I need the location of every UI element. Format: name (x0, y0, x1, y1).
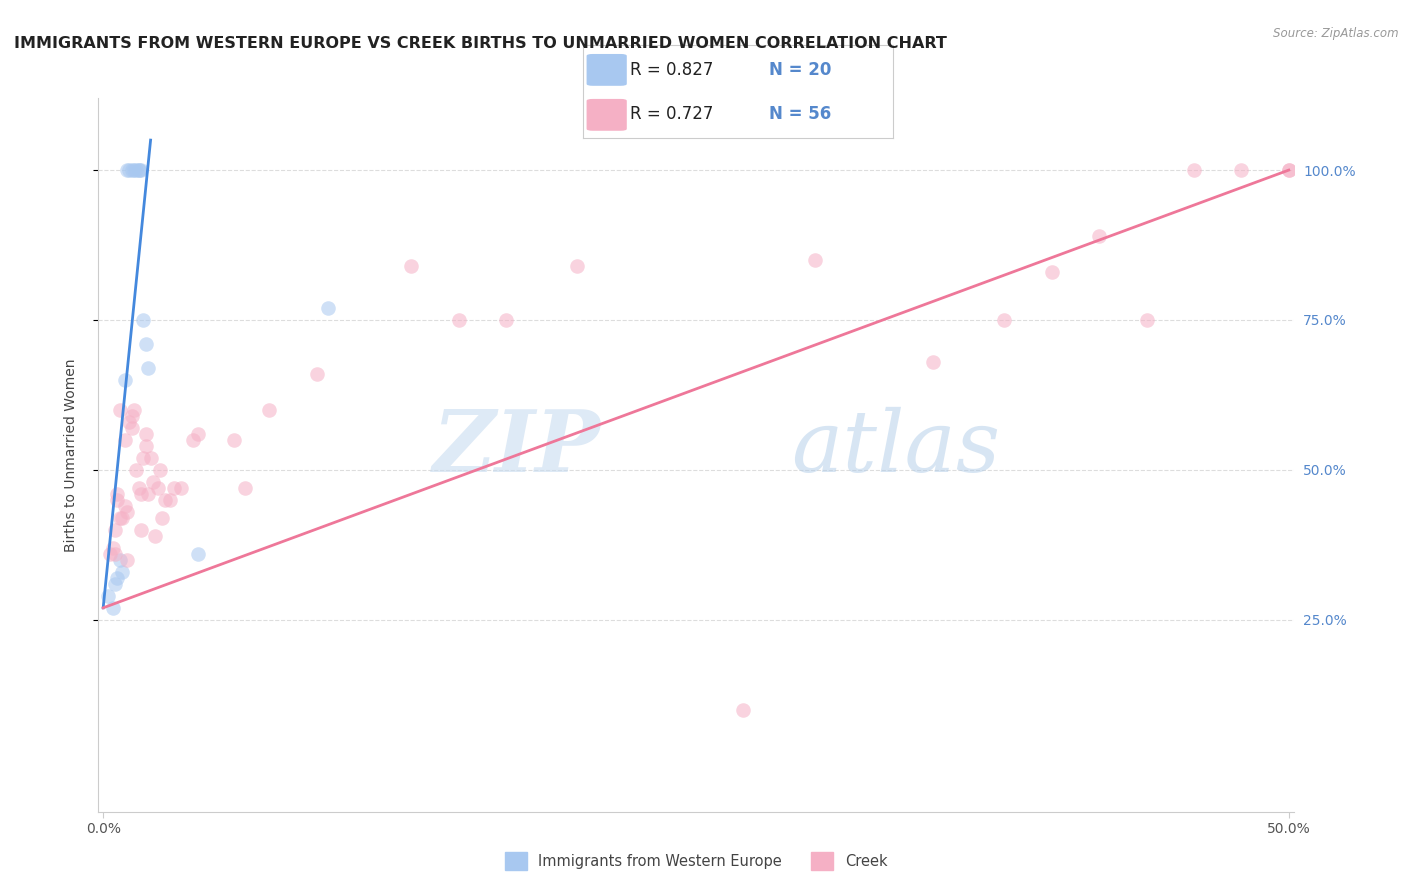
Point (1230, 163, 1253, 178)
Point (105, 492, 128, 507)
Y-axis label: Births to Unmarried Women: Births to Unmarried Women (63, 359, 77, 551)
FancyBboxPatch shape (586, 99, 627, 131)
Point (129, 163, 152, 178)
Point (803, 253, 825, 268)
Text: R = 0.827: R = 0.827 (630, 61, 713, 78)
Point (1135, 313, 1157, 327)
Point (1182, 163, 1205, 178)
Point (118, 415, 141, 429)
Point (153, 492, 176, 507)
Point (122, 403, 145, 417)
Point (305, 367, 328, 381)
Point (187, 547, 209, 561)
Point (104, 547, 127, 561)
Point (98, 547, 121, 561)
Point (105, 571, 128, 585)
Point (136, 361, 159, 376)
Point (114, 499, 136, 513)
Point (1088, 229, 1111, 244)
Point (128, 163, 150, 178)
Point (108, 511, 131, 525)
Point (115, 505, 138, 519)
FancyBboxPatch shape (586, 54, 627, 86)
Point (108, 553, 131, 567)
Point (129, 523, 152, 537)
Point (235, 481, 257, 495)
Point (187, 426, 209, 441)
Point (128, 163, 150, 178)
Point (142, 475, 165, 489)
Point (136, 487, 159, 501)
Point (132, 450, 155, 465)
Point (159, 492, 181, 507)
Point (104, 523, 127, 537)
Legend: Immigrants from Western Europe, Creek: Immigrants from Western Europe, Creek (499, 847, 893, 876)
Point (922, 355, 945, 369)
Point (143, 529, 166, 543)
Point (1278, 163, 1301, 178)
Point (111, 565, 134, 579)
Point (401, 259, 423, 273)
Point (1278, 163, 1301, 178)
Point (495, 313, 517, 327)
Text: IMMIGRANTS FROM WESTERN EUROPE VS CREEK BIRTHS TO UNMARRIED WOMEN CORRELATION CH: IMMIGRANTS FROM WESTERN EUROPE VS CREEK … (14, 36, 946, 51)
Point (447, 313, 470, 327)
Point (128, 481, 150, 495)
Point (1040, 265, 1063, 279)
Point (101, 600, 124, 615)
Text: Source: ZipAtlas.com: Source: ZipAtlas.com (1274, 27, 1399, 40)
Text: N = 56: N = 56 (769, 105, 831, 123)
Point (170, 481, 193, 495)
Point (114, 433, 136, 447)
Point (733, 703, 755, 717)
Point (118, 163, 141, 178)
Point (146, 481, 169, 495)
Point (115, 163, 138, 178)
Point (108, 403, 131, 417)
Point (181, 433, 204, 447)
Point (105, 487, 128, 501)
Point (135, 439, 157, 453)
Point (121, 163, 143, 178)
Point (152, 511, 174, 525)
Point (121, 409, 143, 423)
Text: atlas: atlas (792, 407, 1001, 489)
Point (114, 373, 136, 387)
Point (115, 553, 138, 567)
Point (132, 313, 155, 327)
Point (122, 163, 145, 178)
Point (318, 301, 340, 315)
Text: ZIP: ZIP (433, 406, 600, 490)
Point (111, 511, 134, 525)
Point (125, 463, 148, 477)
Point (135, 426, 157, 441)
Point (222, 433, 245, 447)
Point (567, 259, 589, 273)
Point (163, 481, 186, 495)
Point (135, 337, 157, 351)
Text: N = 20: N = 20 (769, 61, 831, 78)
Text: R = 0.727: R = 0.727 (630, 105, 713, 123)
Point (993, 313, 1015, 327)
Point (125, 163, 148, 178)
Point (101, 541, 124, 555)
Point (257, 403, 280, 417)
Point (149, 463, 172, 477)
Point (129, 487, 152, 501)
Point (104, 577, 127, 591)
Point (121, 421, 143, 435)
Point (139, 450, 162, 465)
Point (97, 589, 120, 603)
